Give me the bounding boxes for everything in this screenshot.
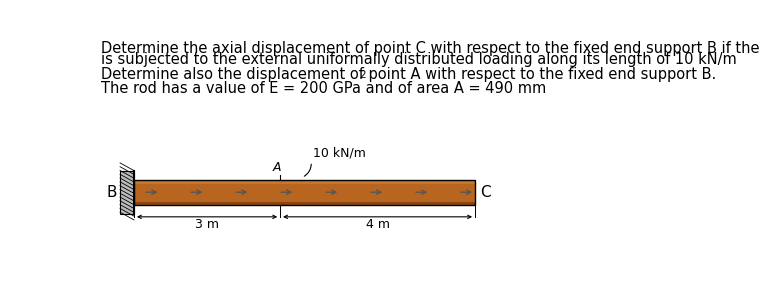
Bar xyxy=(134,182,475,202)
Bar xyxy=(120,171,134,214)
Text: 4 m: 4 m xyxy=(366,218,389,231)
Text: C: C xyxy=(479,185,490,200)
Text: The rod has a value of E = 200 GPa and of area A = 490 mm: The rod has a value of E = 200 GPa and o… xyxy=(101,81,546,96)
Text: A: A xyxy=(273,161,281,175)
Bar xyxy=(134,180,475,205)
Bar xyxy=(134,202,475,205)
Text: is subjected to the external uniformally distributed loading along its length of: is subjected to the external uniformally… xyxy=(101,52,737,67)
Text: Determine the axial displacement of point C with respect to the fixed end suppor: Determine the axial displacement of poin… xyxy=(101,40,762,56)
Text: Determine also the displacement of point A with respect to the fixed end support: Determine also the displacement of point… xyxy=(101,67,717,82)
Text: B: B xyxy=(107,185,117,200)
Text: 2: 2 xyxy=(359,70,365,80)
Text: 10 kN/m: 10 kN/m xyxy=(312,147,366,160)
Bar xyxy=(134,180,475,181)
Text: 3 m: 3 m xyxy=(195,218,219,231)
Bar xyxy=(134,180,475,184)
